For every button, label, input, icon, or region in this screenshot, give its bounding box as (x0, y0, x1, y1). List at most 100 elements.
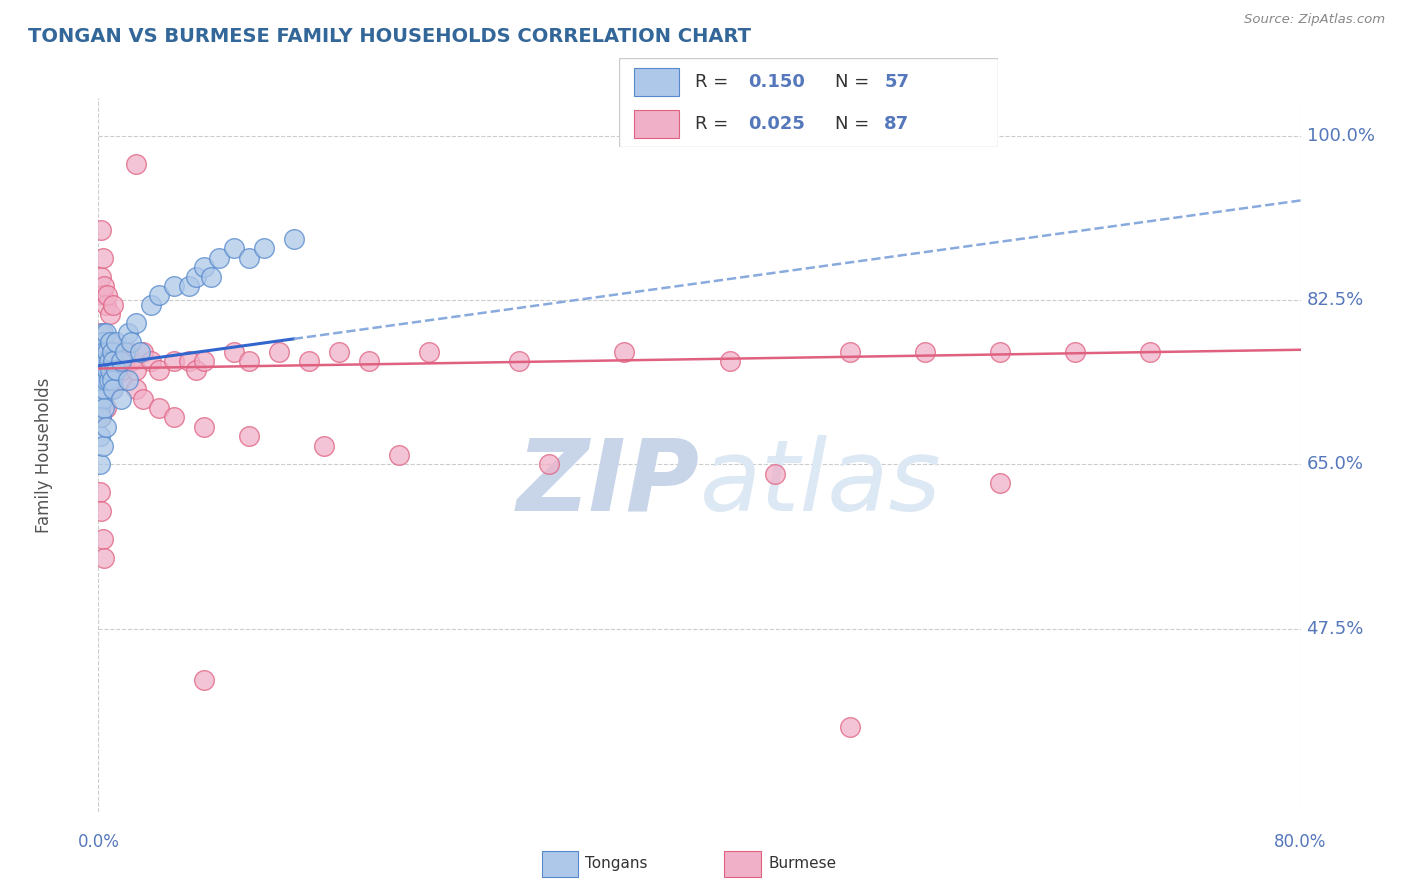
Point (94, 419, 117, 434)
Point (763, 467, 786, 481)
Point (101, 344, 124, 359)
Bar (634, 110, 679, 138)
Point (253, 241, 276, 255)
Point (117, 373, 139, 387)
Point (89, 326, 111, 340)
Point (89, 382, 111, 396)
Bar (541, 851, 578, 877)
Point (104, 344, 127, 359)
Point (89, 392, 111, 406)
Point (93, 344, 115, 359)
Point (94, 373, 117, 387)
Point (101, 344, 124, 359)
Point (148, 288, 170, 302)
Point (193, 260, 215, 274)
Point (117, 326, 139, 340)
Text: N =: N = (835, 73, 875, 91)
Point (613, 344, 636, 359)
Point (538, 458, 561, 472)
Point (125, 382, 148, 396)
Point (101, 373, 124, 387)
Point (132, 344, 155, 359)
Text: Tongans: Tongans (585, 855, 648, 871)
Point (90, 363, 112, 377)
Point (193, 354, 215, 368)
Point (89, 458, 111, 472)
Point (103, 382, 125, 396)
Text: 0.0%: 0.0% (77, 833, 120, 851)
Point (91, 354, 114, 368)
Point (89, 485, 111, 500)
Point (100, 307, 122, 321)
Point (91, 533, 114, 547)
Point (101, 382, 124, 396)
Point (94, 326, 117, 340)
Point (129, 344, 152, 359)
Text: N =: N = (835, 115, 875, 133)
Point (93, 401, 115, 415)
Point (90, 382, 112, 396)
Point (328, 344, 350, 359)
Point (97, 354, 120, 368)
Point (91, 288, 114, 302)
FancyBboxPatch shape (619, 58, 998, 147)
Point (125, 363, 148, 377)
Bar (724, 851, 761, 877)
Text: R =: R = (695, 73, 734, 91)
Point (90, 344, 112, 359)
Point (357, 354, 380, 368)
Point (107, 354, 129, 368)
Point (96, 363, 118, 377)
Bar (634, 68, 679, 96)
Text: 47.5%: 47.5% (1306, 620, 1364, 638)
Point (91, 373, 114, 387)
Text: 57: 57 (884, 73, 910, 91)
Point (89, 335, 111, 350)
Point (125, 157, 148, 171)
Point (93, 363, 115, 377)
Point (93, 363, 115, 377)
Point (100, 335, 122, 350)
Point (103, 354, 125, 368)
Point (90, 222, 112, 236)
Point (132, 392, 155, 406)
Point (91, 251, 114, 265)
Point (139, 354, 162, 368)
Point (222, 241, 245, 255)
Point (117, 344, 139, 359)
Point (238, 354, 260, 368)
Text: Family Households: Family Households (35, 377, 53, 533)
Point (94, 354, 117, 368)
Point (97, 373, 120, 387)
Point (184, 269, 207, 284)
Text: ZIP: ZIP (516, 435, 699, 532)
Point (121, 354, 143, 368)
Point (200, 269, 222, 284)
Point (238, 429, 260, 443)
Point (100, 363, 122, 377)
Point (90, 410, 112, 425)
Point (177, 354, 200, 368)
Point (89, 429, 111, 443)
Point (89, 401, 111, 415)
Point (162, 354, 184, 368)
Text: atlas: atlas (699, 435, 941, 532)
Point (91, 392, 114, 406)
Text: 87: 87 (884, 115, 910, 133)
Point (90, 269, 112, 284)
Text: R =: R = (695, 115, 734, 133)
Point (97, 373, 120, 387)
Text: Burmese: Burmese (768, 855, 837, 871)
Point (89, 373, 111, 387)
Point (96, 344, 118, 359)
Point (838, 720, 860, 734)
Point (121, 335, 143, 350)
Point (718, 354, 741, 368)
Point (90, 410, 112, 425)
Point (89, 354, 111, 368)
Point (312, 438, 335, 452)
Point (238, 251, 260, 265)
Point (90, 363, 112, 377)
Point (162, 279, 184, 293)
Point (193, 419, 215, 434)
